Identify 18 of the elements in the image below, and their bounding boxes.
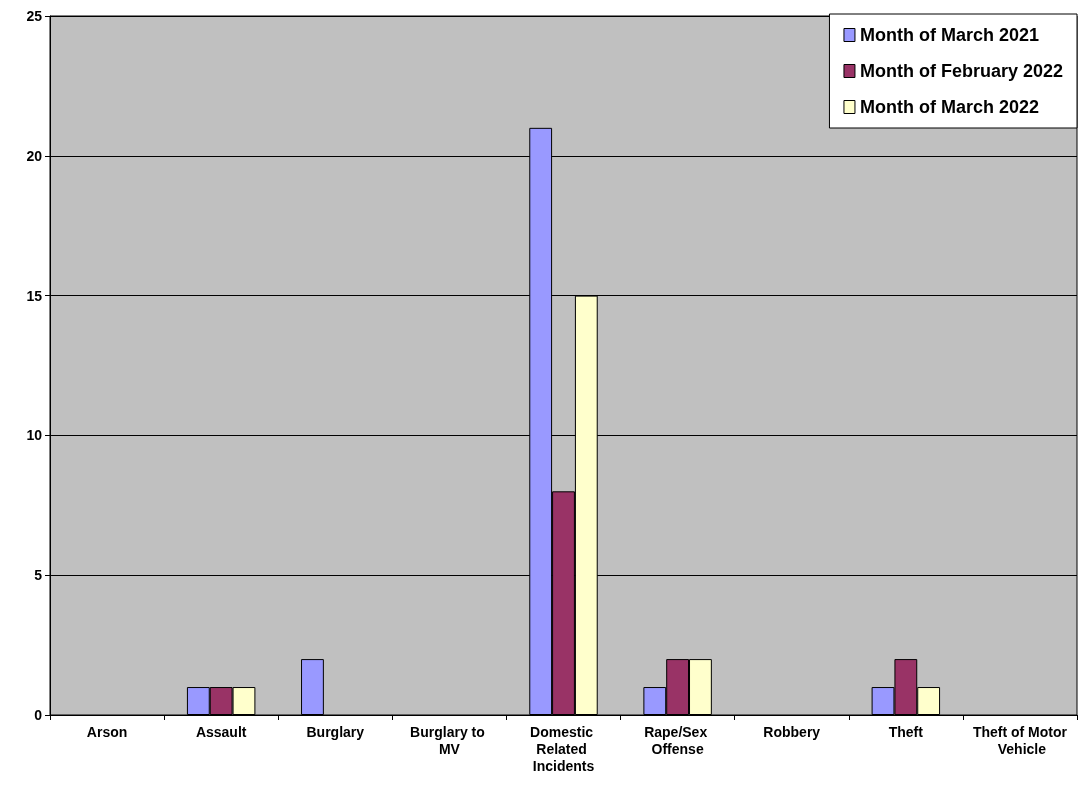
x-tick-label: Domestic Related Incidents	[530, 723, 597, 774]
x-tick-label: Theft of Motor Vehicle	[972, 723, 1068, 757]
x-tick-label: Theft	[888, 723, 924, 740]
y-tick-label: 25	[26, 8, 43, 24]
legend-label: Month of February 2022	[859, 61, 1064, 81]
x-tick-label: Assault	[195, 723, 247, 740]
x-tick-label: Burglary to MV	[410, 723, 489, 757]
y-tick-label: 0	[34, 707, 43, 723]
x-tick-label: Burglary	[306, 723, 365, 740]
y-tick-label: 10	[26, 427, 43, 444]
x-tick-label: Robbery	[763, 723, 821, 740]
y-tick-label: 15	[26, 287, 43, 304]
legend-label: Month of March 2021	[859, 25, 1039, 45]
y-tick-label: 20	[26, 147, 43, 164]
y-tick-label: 5	[34, 567, 43, 584]
legend-label: Month of March 2022	[859, 97, 1039, 117]
x-tick-label: Rape/Sex Offense	[644, 723, 712, 757]
x-tick-label: Arson	[86, 723, 128, 740]
